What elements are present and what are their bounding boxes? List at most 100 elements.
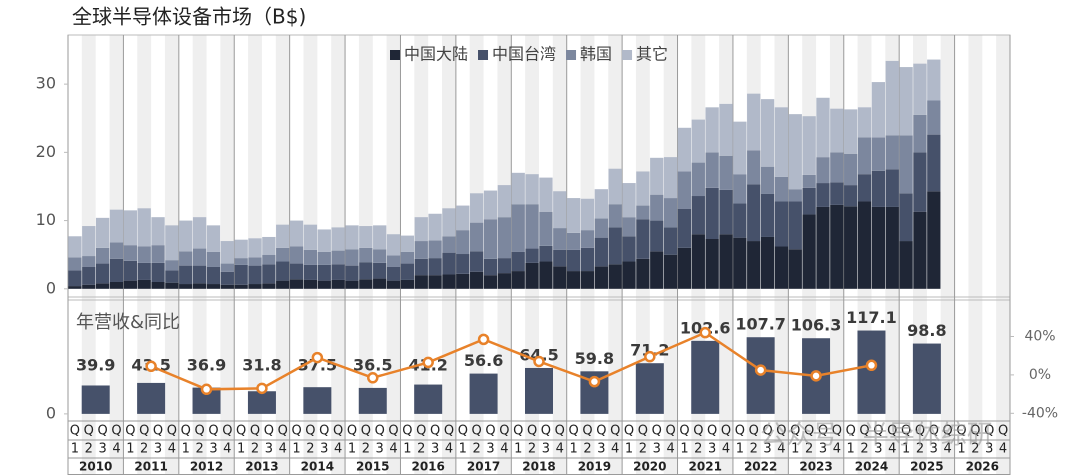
- bar-segment: [525, 262, 539, 289]
- bar-segment: [165, 260, 179, 271]
- bar-segment: [303, 249, 318, 265]
- quarter-label: 1: [847, 442, 855, 457]
- quarter-label: 3: [930, 442, 938, 457]
- quarter-label: 4: [611, 442, 619, 457]
- bar-segment: [234, 239, 248, 259]
- legend-swatch: [478, 50, 489, 60]
- bar-segment: [262, 283, 276, 289]
- quarter-label: 4: [722, 442, 730, 457]
- stripe: [996, 35, 1010, 475]
- value-label: 59.8: [575, 349, 614, 368]
- bar-segment: [871, 206, 886, 289]
- quarter-prefix: Q: [569, 424, 579, 439]
- quarter-prefix: Q: [264, 424, 274, 439]
- bar-segment: [594, 218, 608, 238]
- bar-segment: [580, 230, 595, 248]
- bar-segment: [691, 234, 705, 289]
- bar-segment: [220, 241, 234, 264]
- bar-segment: [262, 264, 276, 284]
- quarter-label: 2: [583, 442, 591, 457]
- bar-segment: [760, 236, 775, 289]
- quarter-label: 2: [251, 442, 259, 457]
- bar-segment: [830, 152, 844, 183]
- bar-segment: [608, 168, 622, 205]
- stripe: [940, 35, 955, 475]
- bar-segment: [179, 251, 193, 266]
- bar-segment: [830, 108, 844, 153]
- bar-segment: [622, 236, 636, 262]
- quarter-prefix: Q: [707, 424, 717, 439]
- bar-segment: [774, 246, 789, 289]
- bar-segment: [608, 264, 622, 289]
- value-label: 36.5: [353, 356, 392, 375]
- bar-segment: [899, 135, 913, 194]
- bar-segment: [289, 220, 304, 247]
- bar-segment: [663, 227, 678, 255]
- bar-segment: [830, 182, 844, 205]
- bar-segment: [553, 191, 567, 229]
- quarter-prefix: Q: [527, 424, 537, 439]
- quarter-label: 3: [819, 442, 827, 457]
- quarter-label: 4: [223, 442, 231, 457]
- quarter-label: 1: [459, 442, 467, 457]
- quarter-label: 1: [182, 442, 190, 457]
- quarter-label: 3: [874, 442, 882, 457]
- year-label: 2015: [356, 460, 389, 474]
- bar-segment: [497, 273, 512, 289]
- bar-segment: [442, 252, 456, 275]
- quarter-label: 4: [279, 442, 287, 457]
- y-tick-label: 10: [36, 210, 56, 229]
- bar-segment: [400, 235, 415, 252]
- bar-segment: [802, 116, 816, 175]
- quarter-prefix: Q: [541, 424, 551, 439]
- annual-bar: [857, 330, 886, 414]
- quarter-label: 1: [680, 442, 688, 457]
- bar-segment: [525, 248, 539, 263]
- quarter-prefix: Q: [499, 424, 509, 439]
- bar-segment: [608, 204, 622, 228]
- bar-segment: [95, 283, 110, 289]
- bar-segment: [151, 262, 165, 282]
- quarter-label: 4: [112, 442, 120, 457]
- quarter-label: 4: [888, 442, 896, 457]
- bar-segment: [331, 227, 345, 251]
- quarter-prefix: Q: [167, 424, 177, 439]
- bar-segment: [206, 251, 221, 267]
- bar-segment: [705, 239, 719, 289]
- bar-segment: [511, 271, 525, 289]
- bar-segment: [386, 266, 401, 281]
- bar-segment: [317, 264, 331, 281]
- annual-bar: [303, 387, 332, 414]
- quarter-prefix: Q: [402, 424, 412, 439]
- bar-segment: [206, 284, 221, 289]
- bar-segment: [594, 189, 608, 219]
- bar-segment: [857, 137, 872, 175]
- bar-segment: [456, 254, 470, 274]
- bar-segment: [885, 169, 899, 207]
- quarter-prefix: Q: [804, 424, 814, 439]
- yoy-line: [150, 331, 872, 391]
- bar-segment: [82, 226, 96, 257]
- bar-segment: [206, 266, 221, 285]
- quarter-prefix: Q: [596, 424, 606, 439]
- bar-segment: [414, 217, 428, 242]
- y-tick-label: 30: [36, 74, 56, 93]
- quarter-prefix: Q: [291, 424, 301, 439]
- bar-segment: [414, 258, 428, 276]
- bar-segment: [788, 201, 802, 250]
- quarter-label: 2: [528, 442, 536, 457]
- bar-segment: [179, 265, 193, 285]
- bar-segment: [539, 261, 553, 289]
- y-tick-label: 0: [46, 403, 56, 422]
- quarter-label: 2: [805, 442, 813, 457]
- bar-segment: [317, 229, 331, 252]
- bar-segment: [788, 114, 802, 190]
- bar-segment: [816, 97, 830, 158]
- quarter-label: 2: [473, 442, 481, 457]
- bar-segment: [483, 258, 498, 276]
- annual-bar: [358, 387, 387, 414]
- bar-segment: [871, 170, 886, 207]
- yoy-point: [644, 350, 656, 363]
- quarter-label: 2: [694, 442, 702, 457]
- bar-segment: [123, 260, 137, 281]
